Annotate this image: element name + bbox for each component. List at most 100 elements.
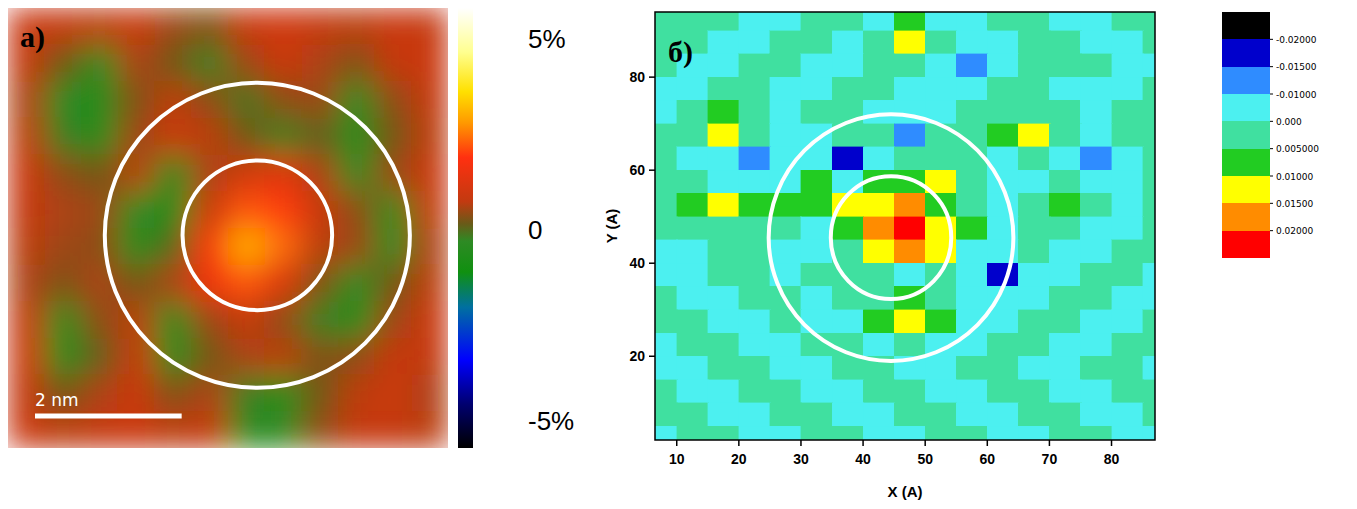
ring (183, 161, 333, 311)
cell (1112, 426, 1144, 440)
cell (987, 100, 1019, 124)
colorbar-swatch (1222, 176, 1270, 204)
cell (1143, 12, 1155, 31)
cell (801, 310, 833, 334)
cell (1112, 333, 1144, 357)
y-tick (649, 169, 655, 171)
cell (191, 118, 228, 155)
cell (411, 411, 448, 448)
cell (894, 217, 926, 241)
cell (45, 228, 82, 265)
cell (739, 403, 771, 427)
cell (801, 356, 833, 380)
cell (1080, 147, 1112, 171)
cell (863, 380, 895, 404)
cell (1080, 333, 1112, 357)
cell (265, 338, 302, 375)
cell (987, 356, 1019, 380)
cell (1143, 77, 1155, 101)
colorbar-tick (1270, 66, 1273, 67)
cell (1018, 426, 1050, 440)
cell (801, 193, 833, 217)
cell (708, 193, 740, 217)
cell (894, 426, 926, 440)
cell (301, 8, 338, 45)
cell (894, 31, 926, 55)
cell (655, 100, 677, 124)
cell (1049, 193, 1081, 217)
cell (118, 118, 155, 155)
cell (1018, 240, 1050, 264)
cell (894, 147, 926, 171)
cell (655, 193, 677, 217)
cell (375, 81, 412, 118)
cell (1018, 310, 1050, 334)
cell (1018, 170, 1050, 194)
ring (831, 176, 951, 299)
cell (228, 375, 265, 412)
cell (832, 310, 864, 334)
cell (739, 12, 771, 31)
cell (191, 411, 228, 448)
cell (338, 45, 375, 82)
cell (1049, 263, 1081, 287)
cell (894, 54, 926, 78)
cell (1018, 217, 1050, 241)
cell (228, 8, 265, 45)
cell (925, 31, 957, 55)
cell (677, 310, 709, 334)
cell (1112, 240, 1144, 264)
x-tick-label: 30 (793, 451, 809, 467)
cell (863, 77, 895, 101)
colorbar-label: 0.01000 (1276, 172, 1313, 182)
colorbar (458, 8, 473, 448)
colorbar-tick (1270, 94, 1273, 95)
cell (956, 217, 988, 241)
colorbar-tick (1270, 121, 1273, 122)
cell (708, 12, 740, 31)
colorbar-label: -5% (528, 406, 574, 436)
cell (956, 380, 988, 404)
plot-area (655, 12, 1155, 440)
colorbar-label: 5% (528, 24, 566, 54)
cell (1112, 124, 1144, 148)
cell (956, 426, 988, 440)
cell (894, 403, 926, 427)
cell (863, 403, 895, 427)
cell (191, 155, 228, 192)
cell (708, 310, 740, 334)
cell (987, 193, 1019, 217)
cell (1049, 217, 1081, 241)
cell (925, 380, 957, 404)
cell (987, 333, 1019, 357)
cell (301, 265, 338, 302)
cell (894, 333, 926, 357)
cell (1143, 31, 1155, 55)
cell (155, 301, 192, 338)
y-tick (649, 356, 655, 358)
cell (1018, 286, 1050, 310)
cell (265, 8, 302, 45)
y-tick (649, 76, 655, 78)
cell (708, 426, 740, 440)
cell (1080, 193, 1112, 217)
cell (655, 240, 677, 264)
cell (677, 147, 709, 171)
cell (1143, 100, 1155, 124)
cell (925, 426, 957, 440)
y-tick-label: 20 (629, 348, 645, 364)
cell (338, 338, 375, 375)
cell (1112, 12, 1144, 31)
cell (894, 380, 926, 404)
cell (1080, 403, 1112, 427)
y-axis-title: Y (A) (603, 209, 620, 244)
cell (1049, 380, 1081, 404)
cell (863, 124, 895, 148)
cell (265, 118, 302, 155)
cell (863, 240, 895, 264)
cell (1112, 100, 1144, 124)
cell (45, 265, 82, 302)
cell (1018, 100, 1050, 124)
cell (863, 54, 895, 78)
cell (770, 77, 802, 101)
